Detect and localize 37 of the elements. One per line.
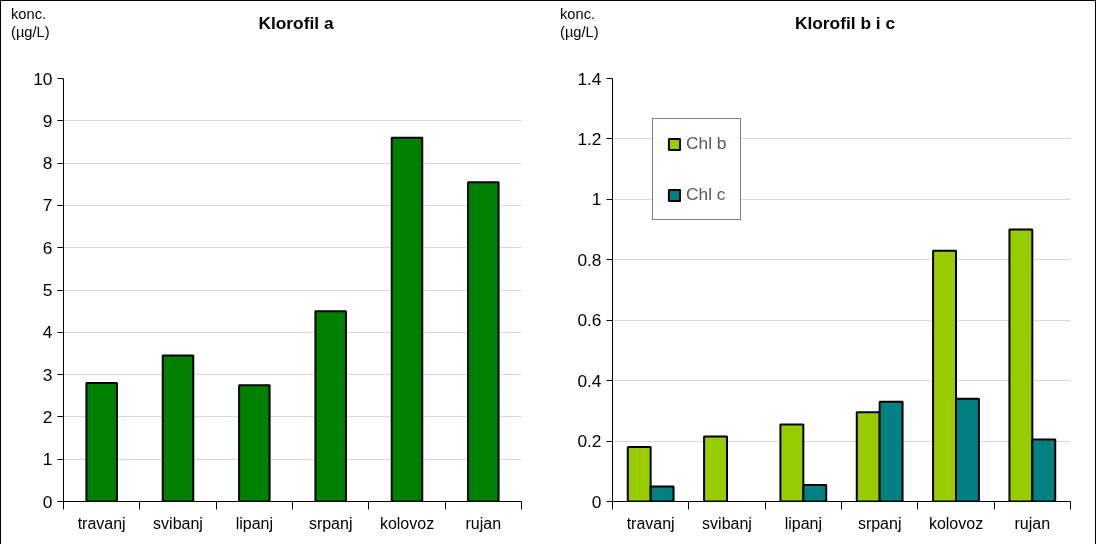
y-tick-label: 3 [42,364,53,385]
y-tick-label: 0.4 [577,370,602,391]
y-tick-label: 10 [33,68,53,89]
y-tick-label: 0.6 [577,310,602,331]
y-tick-label: 0.2 [577,431,602,452]
y-tick-label: 1.4 [577,68,602,89]
x-tick-label: kolovoz [379,514,435,532]
y-tick-label: 2 [42,406,53,427]
x-tick-label: svibanj [153,514,203,532]
y-tick-label: 7 [42,195,53,216]
chart-title: Klorofil b i c [794,12,896,35]
y-tick-label: 0.8 [577,249,602,270]
y-tick-label: 4 [42,322,53,343]
x-tick-label: lipanj [235,514,274,532]
y-axis-title: konc. (µg/L) [11,6,50,42]
x-tick-label: rujan [465,514,502,532]
x-tick-label: lipanj [784,514,823,532]
y-tick-label: 5 [42,280,53,300]
y-tick-label: 1 [591,189,602,210]
y-tick-label: 0 [591,491,602,512]
y-tick-label: 1 [42,449,53,470]
x-tick-label: travanj [626,514,675,532]
y-tick-label: 6 [42,237,53,258]
y-tick-label: 1.2 [577,128,602,149]
x-tick-label: srpanj [308,514,353,532]
y-tick-label: 9 [42,110,53,131]
legend-label: Chl c [686,184,726,205]
y-tick-label: 8 [42,153,53,174]
y-tick-label: 0 [42,491,53,512]
x-tick-label: rujan [1014,514,1051,532]
chart-title: Klorofil a [258,12,334,35]
x-tick-label: svibanj [702,514,752,532]
x-tick-label: kolovoz [928,514,984,532]
x-tick-label: travanj [77,514,126,532]
legend-label: Chl b [686,133,727,154]
x-tick-label: srpanj [857,514,902,532]
y-axis-title: konc. (µg/L) [560,6,599,42]
